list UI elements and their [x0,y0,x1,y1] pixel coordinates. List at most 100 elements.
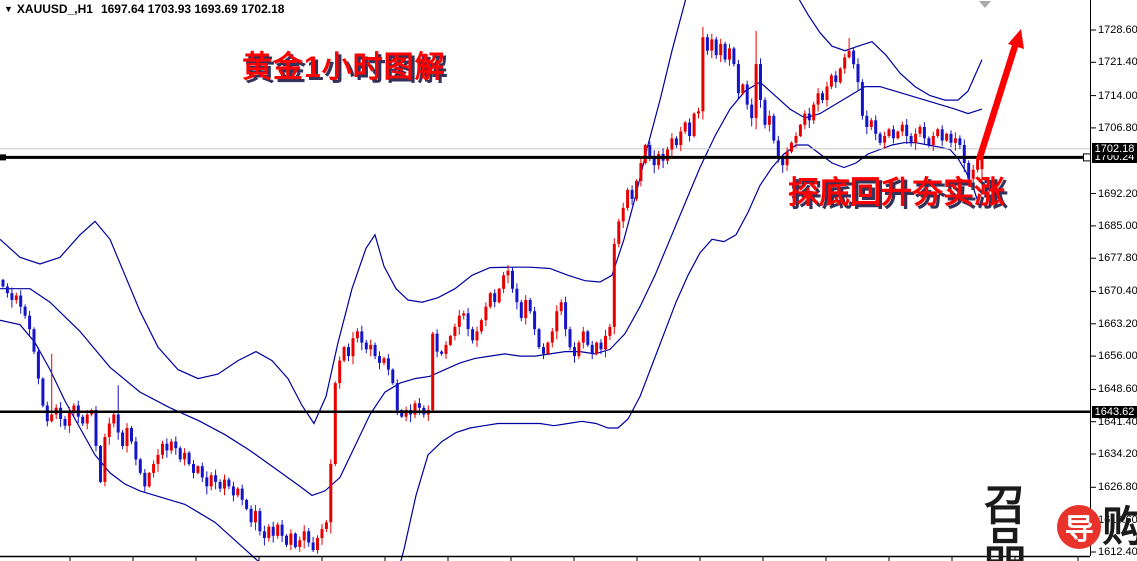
candle-body [320,529,324,539]
candle-body [750,104,754,119]
trend-arrow [975,29,1024,161]
candle-body [643,145,647,163]
candle-body [364,342,368,350]
candle-body [697,111,700,114]
candle-body [772,115,776,141]
candle-body [143,472,147,487]
line-handle-right[interactable] [1083,153,1091,162]
candle-body [936,129,940,136]
candle-body [949,133,953,143]
candle-body [524,300,528,318]
candle-body [940,129,944,141]
candle-body [918,127,922,134]
candle-body [905,124,909,136]
candle-body [338,360,342,384]
candle-body [511,270,514,289]
line-handle-left[interactable] [0,154,6,161]
candle-body [45,405,49,422]
candle-body [147,472,151,487]
candle-body [413,403,417,415]
candle-body [41,378,45,406]
candles [1,26,984,554]
candle-body [10,293,14,300]
candle-body [72,405,76,413]
candle-body [909,136,913,143]
candle-body [732,48,736,65]
candle-body [568,329,572,348]
level-lines [0,153,1091,413]
candle-body [794,136,798,143]
candle-body [887,129,891,136]
arrow-head-icon [1008,29,1024,49]
candle-body [116,414,120,433]
candle-body [781,156,785,166]
candle-body [537,329,541,348]
candle-body [679,131,683,145]
candle-body [883,136,887,143]
candle-body [444,344,448,354]
candle-body [462,313,466,316]
candle-body [976,156,980,170]
bollinger-middle-band [0,81,983,497]
candle-body [178,448,182,460]
chart-shift-marker-icon[interactable] [979,1,991,8]
candle-body [754,64,758,118]
watermark-logo: 召品 导 购 www.MPdaogou.com [984,485,1137,561]
candle-body [50,414,54,422]
candle-body [258,511,262,532]
candle-body [23,306,27,316]
logo-circle-char: 导 [1064,514,1094,546]
candle-body [595,342,599,354]
candle-body [267,526,271,538]
candle-body [63,419,67,426]
candle-body [431,333,435,411]
candle-body [293,533,297,548]
candle-body [138,459,142,473]
candle-body [710,39,714,51]
candle-body [621,207,625,222]
candle-body [896,131,900,139]
candle-body [869,120,873,127]
candle-body [581,331,585,343]
candle-body [590,344,594,354]
symbol-timeframe: XAUUSD_,H1 [16,2,93,16]
candle-body [648,145,652,157]
candle-body [404,410,408,417]
ohlc-values: 1697.64 1703.93 1693.69 1702.18 [100,2,285,16]
candle-body [763,100,767,125]
candle-body [307,531,311,543]
candle-body [807,113,811,121]
candle-body [245,499,249,509]
candle-body [550,331,554,343]
candle-body [262,531,266,538]
candle-body [860,82,864,116]
candle-body [218,481,222,489]
axes [0,0,1096,561]
candle-body [223,479,226,489]
candle-body [249,508,253,523]
candle-body [280,524,284,536]
candle-body [728,48,731,60]
candle-body [214,475,218,482]
candle-body [506,270,510,276]
candle-body [103,437,107,482]
candle-body [821,93,824,100]
candle-body [417,403,421,408]
candle-body [701,37,705,112]
candle-body [834,75,838,83]
candle-body [479,320,483,332]
candle-body [705,37,709,51]
candle-body [914,133,918,143]
candle-body [564,302,568,330]
candle-body [192,463,195,473]
candle-body [604,335,607,350]
candle-body [953,138,957,143]
candle-body [125,428,129,446]
candle-body [714,39,718,56]
candle-body [196,466,200,473]
candle-body [958,138,962,145]
bollinger-upper-band [0,0,983,425]
candle-body [19,295,23,307]
logo-text-right: 购 [1102,503,1137,550]
